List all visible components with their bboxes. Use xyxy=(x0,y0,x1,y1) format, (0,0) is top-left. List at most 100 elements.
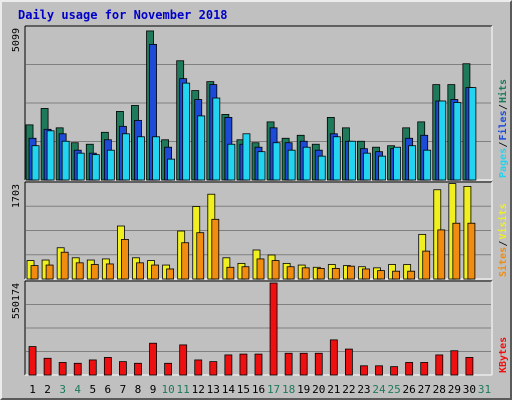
bar-sites-day-27 xyxy=(422,250,431,280)
bar-pages-day-29 xyxy=(453,102,462,181)
bar-kbytes-day-12 xyxy=(194,359,203,376)
bar-sites-day-15 xyxy=(241,266,250,280)
bar-pages-day-6 xyxy=(106,149,115,181)
bar-kbytes-day-6 xyxy=(103,357,112,376)
bar-pages-day-9 xyxy=(152,136,160,181)
bar-pages-day-19 xyxy=(302,146,311,181)
bar-sites-day-1 xyxy=(30,265,39,280)
bar-sites-day-9 xyxy=(151,264,159,280)
x-label-day-27: 27 xyxy=(418,383,431,396)
bar-pages-day-13 xyxy=(212,97,221,181)
x-label-day-12: 12 xyxy=(192,383,205,396)
x-label-day-16: 16 xyxy=(252,383,265,396)
x-label-day-18: 18 xyxy=(282,383,295,396)
bar-pages-day-25 xyxy=(393,146,401,181)
x-label-day-14: 14 xyxy=(222,383,236,396)
bar-sites-day-4 xyxy=(75,262,84,280)
x-label-day-5: 5 xyxy=(89,383,96,396)
bar-kbytes-day-2 xyxy=(43,357,52,376)
bar-pages-day-2 xyxy=(46,130,55,181)
bar-kbytes-day-16 xyxy=(254,353,263,376)
bar-pages-day-17 xyxy=(272,142,281,181)
bar-sites-day-20 xyxy=(316,267,325,280)
bar-pages-day-8 xyxy=(137,136,145,181)
bar-pages-day-7 xyxy=(122,133,130,181)
x-label-day-19: 19 xyxy=(297,383,310,396)
bar-sites-day-23 xyxy=(362,268,370,280)
bar-kbytes-day-25 xyxy=(390,366,398,376)
legend-files: Files xyxy=(497,110,509,140)
bar-pages-day-3 xyxy=(61,140,70,181)
x-label-day-29: 29 xyxy=(448,383,461,396)
x-label-day-26: 26 xyxy=(403,383,416,396)
bar-kbytes-day-23 xyxy=(360,365,368,376)
legend-sites: Sites xyxy=(497,247,509,277)
bar-sites-day-12 xyxy=(196,232,205,280)
x-label-day-30: 30 xyxy=(463,383,476,396)
bar-pages-day-1 xyxy=(31,145,40,181)
bar-sites-day-13 xyxy=(211,218,220,280)
bar-kbytes-day-26 xyxy=(405,362,414,376)
bar-sites-day-19 xyxy=(301,267,310,280)
bar-sites-day-25 xyxy=(392,270,400,280)
x-label-day-10: 10 xyxy=(161,383,174,396)
bar-kbytes-day-18 xyxy=(284,352,293,376)
x-label-day-4: 4 xyxy=(74,383,81,396)
bar-sites-day-5 xyxy=(90,264,99,280)
bar-sites-day-11 xyxy=(181,242,190,280)
bar-kbytes-day-11 xyxy=(179,344,188,376)
x-label-day-22: 22 xyxy=(342,383,355,396)
bar-pages-day-16 xyxy=(257,151,266,181)
bar-pages-day-4 xyxy=(76,152,85,181)
x-label-day-31: 31 xyxy=(478,383,491,396)
x-label-day-24: 24 xyxy=(372,383,386,396)
x-label-day-2: 2 xyxy=(44,383,51,396)
y-max-label: 550174 xyxy=(11,283,22,319)
bar-sites-day-24 xyxy=(377,270,385,280)
bar-kbytes-day-4 xyxy=(73,362,82,376)
legend-separator: / xyxy=(498,141,509,147)
x-label-day-9: 9 xyxy=(150,383,157,396)
bar-sites-day-6 xyxy=(105,263,114,280)
bar-pages-day-11 xyxy=(182,82,191,181)
x-label-day-8: 8 xyxy=(135,383,142,396)
legend-visits: Visits xyxy=(497,203,509,239)
bar-sites-day-10 xyxy=(166,268,175,280)
bar-sites-day-28 xyxy=(437,229,446,280)
y-max-label: 1703 xyxy=(11,184,22,208)
bar-sites-day-16 xyxy=(256,258,265,280)
bar-kbytes-day-13 xyxy=(209,361,218,376)
bar-pages-day-27 xyxy=(423,149,432,181)
bar-pages-day-24 xyxy=(378,155,386,181)
bar-pages-day-28 xyxy=(438,100,447,181)
bar-pages-day-22 xyxy=(347,140,356,181)
legend-hits: Hits xyxy=(497,79,509,103)
bar-pages-day-12 xyxy=(197,115,206,181)
bar-sites-day-2 xyxy=(45,264,54,280)
x-label-day-7: 7 xyxy=(120,383,127,396)
legend-separator: / xyxy=(498,104,509,110)
bar-pages-day-20 xyxy=(317,155,326,181)
bar-kbytes-day-10 xyxy=(164,362,173,376)
x-label-day-20: 20 xyxy=(312,383,325,396)
x-label-day-21: 21 xyxy=(327,383,340,396)
chart-title: Daily usage for November 2018 xyxy=(18,8,228,22)
bar-sites-day-29 xyxy=(452,222,461,280)
x-label-day-25: 25 xyxy=(387,383,400,396)
bar-pages-day-15 xyxy=(242,133,251,181)
x-label-day-23: 23 xyxy=(357,383,370,396)
bar-pages-day-30 xyxy=(468,87,477,181)
x-label-day-3: 3 xyxy=(59,383,66,396)
bar-sites-day-22 xyxy=(346,265,355,280)
x-label-day-13: 13 xyxy=(207,383,220,396)
bar-pages-day-26 xyxy=(408,145,417,181)
bar-sites-day-17 xyxy=(271,260,280,280)
x-label-day-1: 1 xyxy=(29,383,36,396)
bar-sites-day-18 xyxy=(286,266,295,280)
bar-pages-day-5 xyxy=(91,154,100,181)
bar-pages-day-10 xyxy=(167,158,176,181)
x-label-day-6: 6 xyxy=(105,383,112,396)
legend-kbytes: KBytes xyxy=(498,337,509,373)
bar-kbytes-day-7 xyxy=(119,361,127,376)
